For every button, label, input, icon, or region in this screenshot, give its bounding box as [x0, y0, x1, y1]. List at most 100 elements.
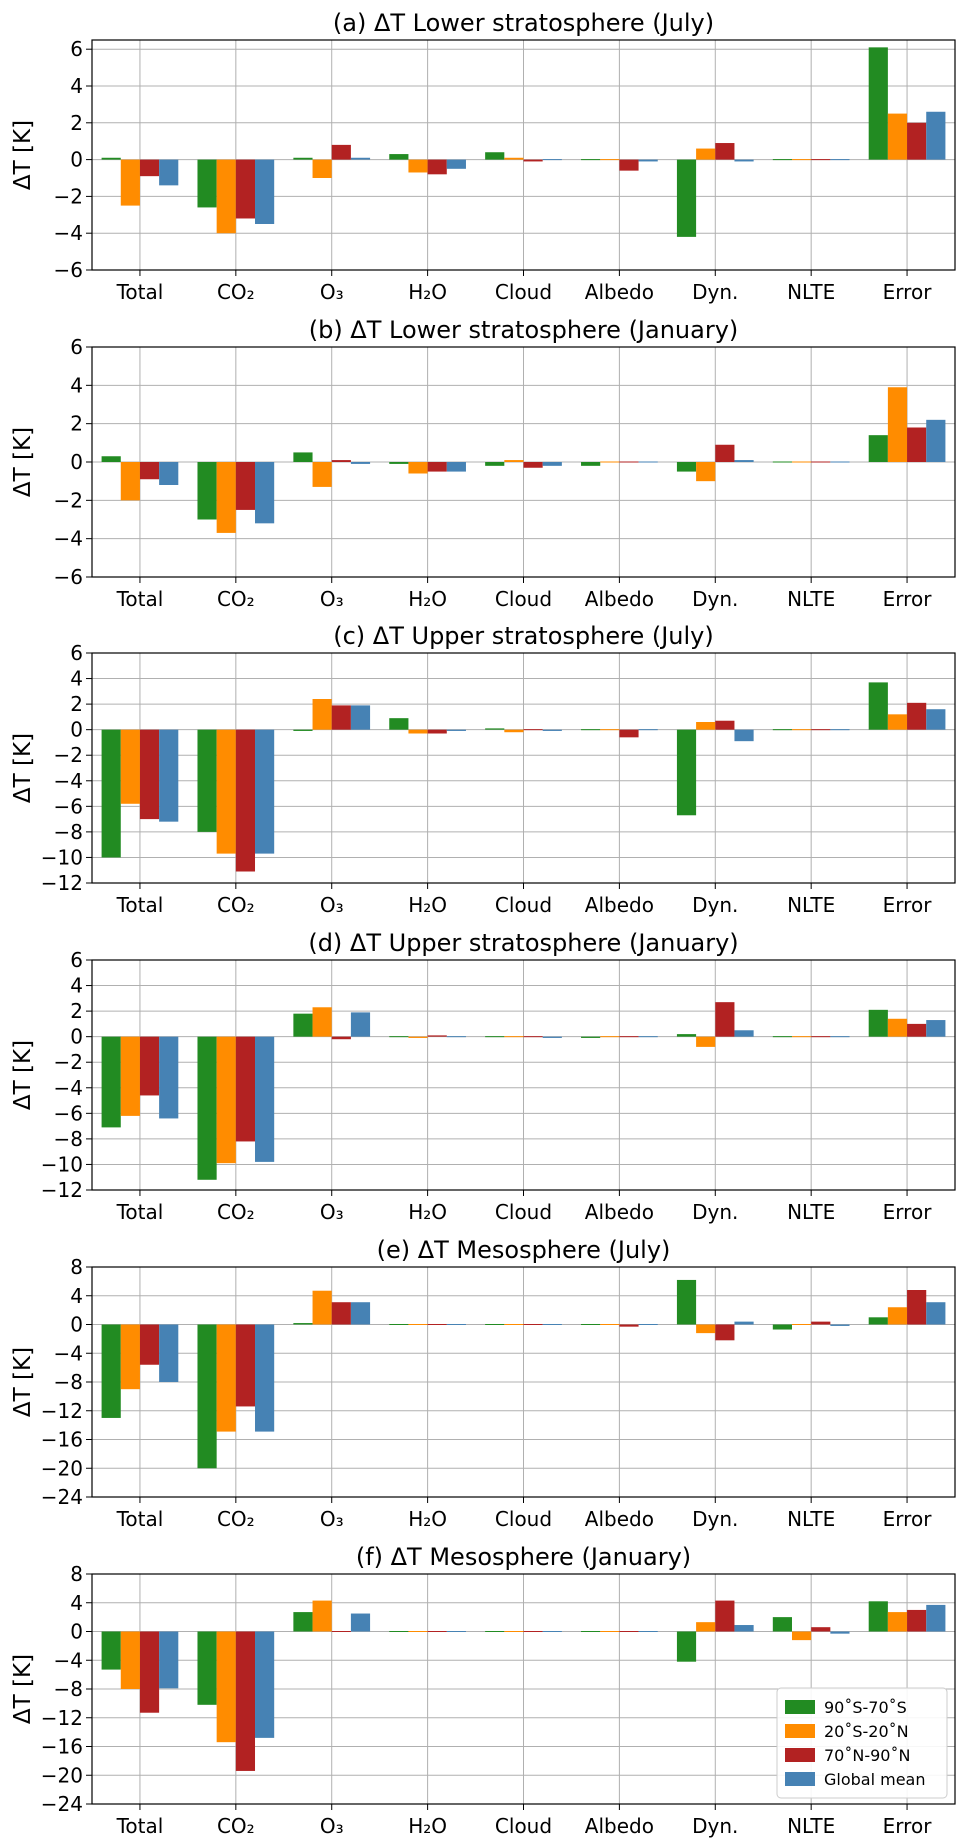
bar-4-4-1 [159, 1036, 179, 1119]
y-axis-label: ΔT [K] [10, 1654, 36, 1724]
bar-3-2-6 [600, 729, 620, 731]
bar-1-2-6 [600, 159, 620, 161]
bar-5-1-1 [101, 1324, 121, 1418]
legend-entry: 90˚S-70˚S [824, 1698, 907, 1717]
y-tick-label: 4 [70, 1591, 83, 1615]
bar-3-3-3 [331, 705, 351, 730]
bar-1-1-1 [101, 157, 121, 160]
x-tick-label: Albedo [585, 1507, 654, 1531]
x-tick-label: CO₂ [217, 1814, 255, 1838]
y-tick-label: −12 [41, 1399, 83, 1423]
bar-1-3-9 [907, 122, 927, 160]
x-tick-label: Cloud [495, 893, 552, 917]
bar-6-1-1 [101, 1631, 121, 1670]
bar-3-4-5 [542, 729, 562, 731]
x-tick-label: H₂O [408, 280, 447, 304]
bar-5-3-4 [427, 1324, 447, 1325]
y-tick-label: −4 [54, 221, 83, 245]
bar-4-2-7 [696, 1036, 716, 1047]
bar-5-2-4 [408, 1324, 428, 1325]
bar-3-2-8 [791, 729, 812, 731]
bar-5-2-8 [791, 1324, 812, 1325]
bar-3-3-2 [235, 729, 256, 872]
x-tick-label: Total [116, 1507, 164, 1531]
bar-3-2-3 [312, 699, 332, 730]
x-tick-label: CO₂ [217, 1200, 255, 1224]
bar-2-2-3 [312, 462, 332, 487]
bar-6-1-3 [293, 1612, 313, 1632]
x-tick-label: H₂O [408, 1200, 447, 1224]
bar-2-4-6 [638, 461, 658, 463]
bar-5-3-8 [811, 1321, 831, 1325]
y-axis-label: ΔT [K] [10, 1347, 36, 1417]
chart-title: (c) ΔT Upper stratosphere (July) [333, 622, 713, 650]
bar-2-3-3 [331, 460, 351, 462]
bar-3-4-8 [830, 729, 850, 731]
bar-4-3-1 [139, 1036, 160, 1096]
bar-4-1-9 [868, 1009, 888, 1037]
bar-4-4-3 [350, 1012, 371, 1037]
legend-entry: 20˚S-20˚N [824, 1722, 909, 1741]
bar-6-3-3 [331, 1631, 351, 1632]
chart-title: (d) ΔT Upper stratosphere (January) [308, 929, 738, 957]
bar-5-3-5 [523, 1324, 543, 1325]
x-tick-label: Dyn. [692, 280, 738, 304]
y-tick-label: −4 [54, 1341, 83, 1365]
bar-6-1-5 [485, 1631, 505, 1632]
bar-3-1-7 [676, 729, 697, 816]
bar-5-4-5 [542, 1324, 562, 1325]
y-tick-label: −12 [41, 1706, 83, 1730]
y-tick-label: 8 [70, 1255, 83, 1279]
bar-2-4-4 [446, 462, 466, 472]
bar-1-2-4 [408, 159, 428, 173]
y-tick-label: −2 [54, 184, 83, 208]
bar-6-2-3 [312, 1600, 332, 1632]
bar-3-2-2 [216, 729, 236, 854]
x-tick-label: Cloud [495, 1200, 552, 1224]
bar-3-4-9 [926, 709, 946, 730]
x-tick-label: H₂O [408, 1814, 447, 1838]
legend-swatch [785, 1748, 815, 1762]
bar-3-3-5 [523, 729, 543, 731]
bar-2-1-9 [868, 435, 888, 462]
bar-2-1-7 [676, 462, 697, 472]
bar-6-2-2 [216, 1631, 236, 1743]
y-tick-label: 0 [70, 718, 83, 742]
x-tick-label: O₃ [320, 893, 344, 917]
y-tick-label: −10 [41, 1152, 83, 1176]
y-tick-label: −16 [41, 1428, 83, 1452]
bar-1-4-2 [255, 159, 275, 224]
bar-3-3-4 [427, 729, 447, 734]
x-tick-label: O₃ [320, 1507, 344, 1531]
y-tick-label: 6 [70, 948, 83, 972]
x-tick-label: NLTE [787, 1200, 835, 1224]
bar-6-3-4 [427, 1631, 447, 1632]
x-tick-label: Dyn. [692, 1507, 738, 1531]
bar-1-1-7 [676, 159, 697, 237]
y-tick-label: −2 [54, 743, 83, 767]
bar-4-4-9 [926, 1020, 946, 1037]
bar-6-2-9 [887, 1612, 908, 1632]
bar-2-4-3 [350, 462, 371, 464]
y-tick-label: −2 [54, 1050, 83, 1074]
x-tick-label: Cloud [495, 1507, 552, 1531]
y-axis-label: ΔT [K] [10, 733, 36, 803]
bar-1-4-5 [542, 159, 562, 161]
y-axis-label: ΔT [K] [10, 120, 36, 190]
bar-1-3-3 [331, 144, 351, 160]
x-tick-label: H₂O [408, 1507, 447, 1531]
bar-1-2-9 [887, 113, 908, 160]
legend-entry: Global mean [824, 1770, 926, 1789]
bar-2-1-8 [772, 461, 792, 463]
bar-2-3-2 [235, 462, 256, 510]
x-tick-label: O₃ [320, 280, 344, 304]
bar-4-4-7 [734, 1030, 754, 1037]
bar-6-2-1 [120, 1631, 140, 1689]
bar-6-3-5 [523, 1631, 543, 1632]
bar-4-4-6 [638, 1036, 658, 1038]
x-tick-label: Dyn. [692, 1200, 738, 1224]
bar-2-1-6 [581, 462, 601, 466]
legend-swatch [785, 1724, 815, 1738]
bar-5-4-1 [159, 1324, 179, 1382]
